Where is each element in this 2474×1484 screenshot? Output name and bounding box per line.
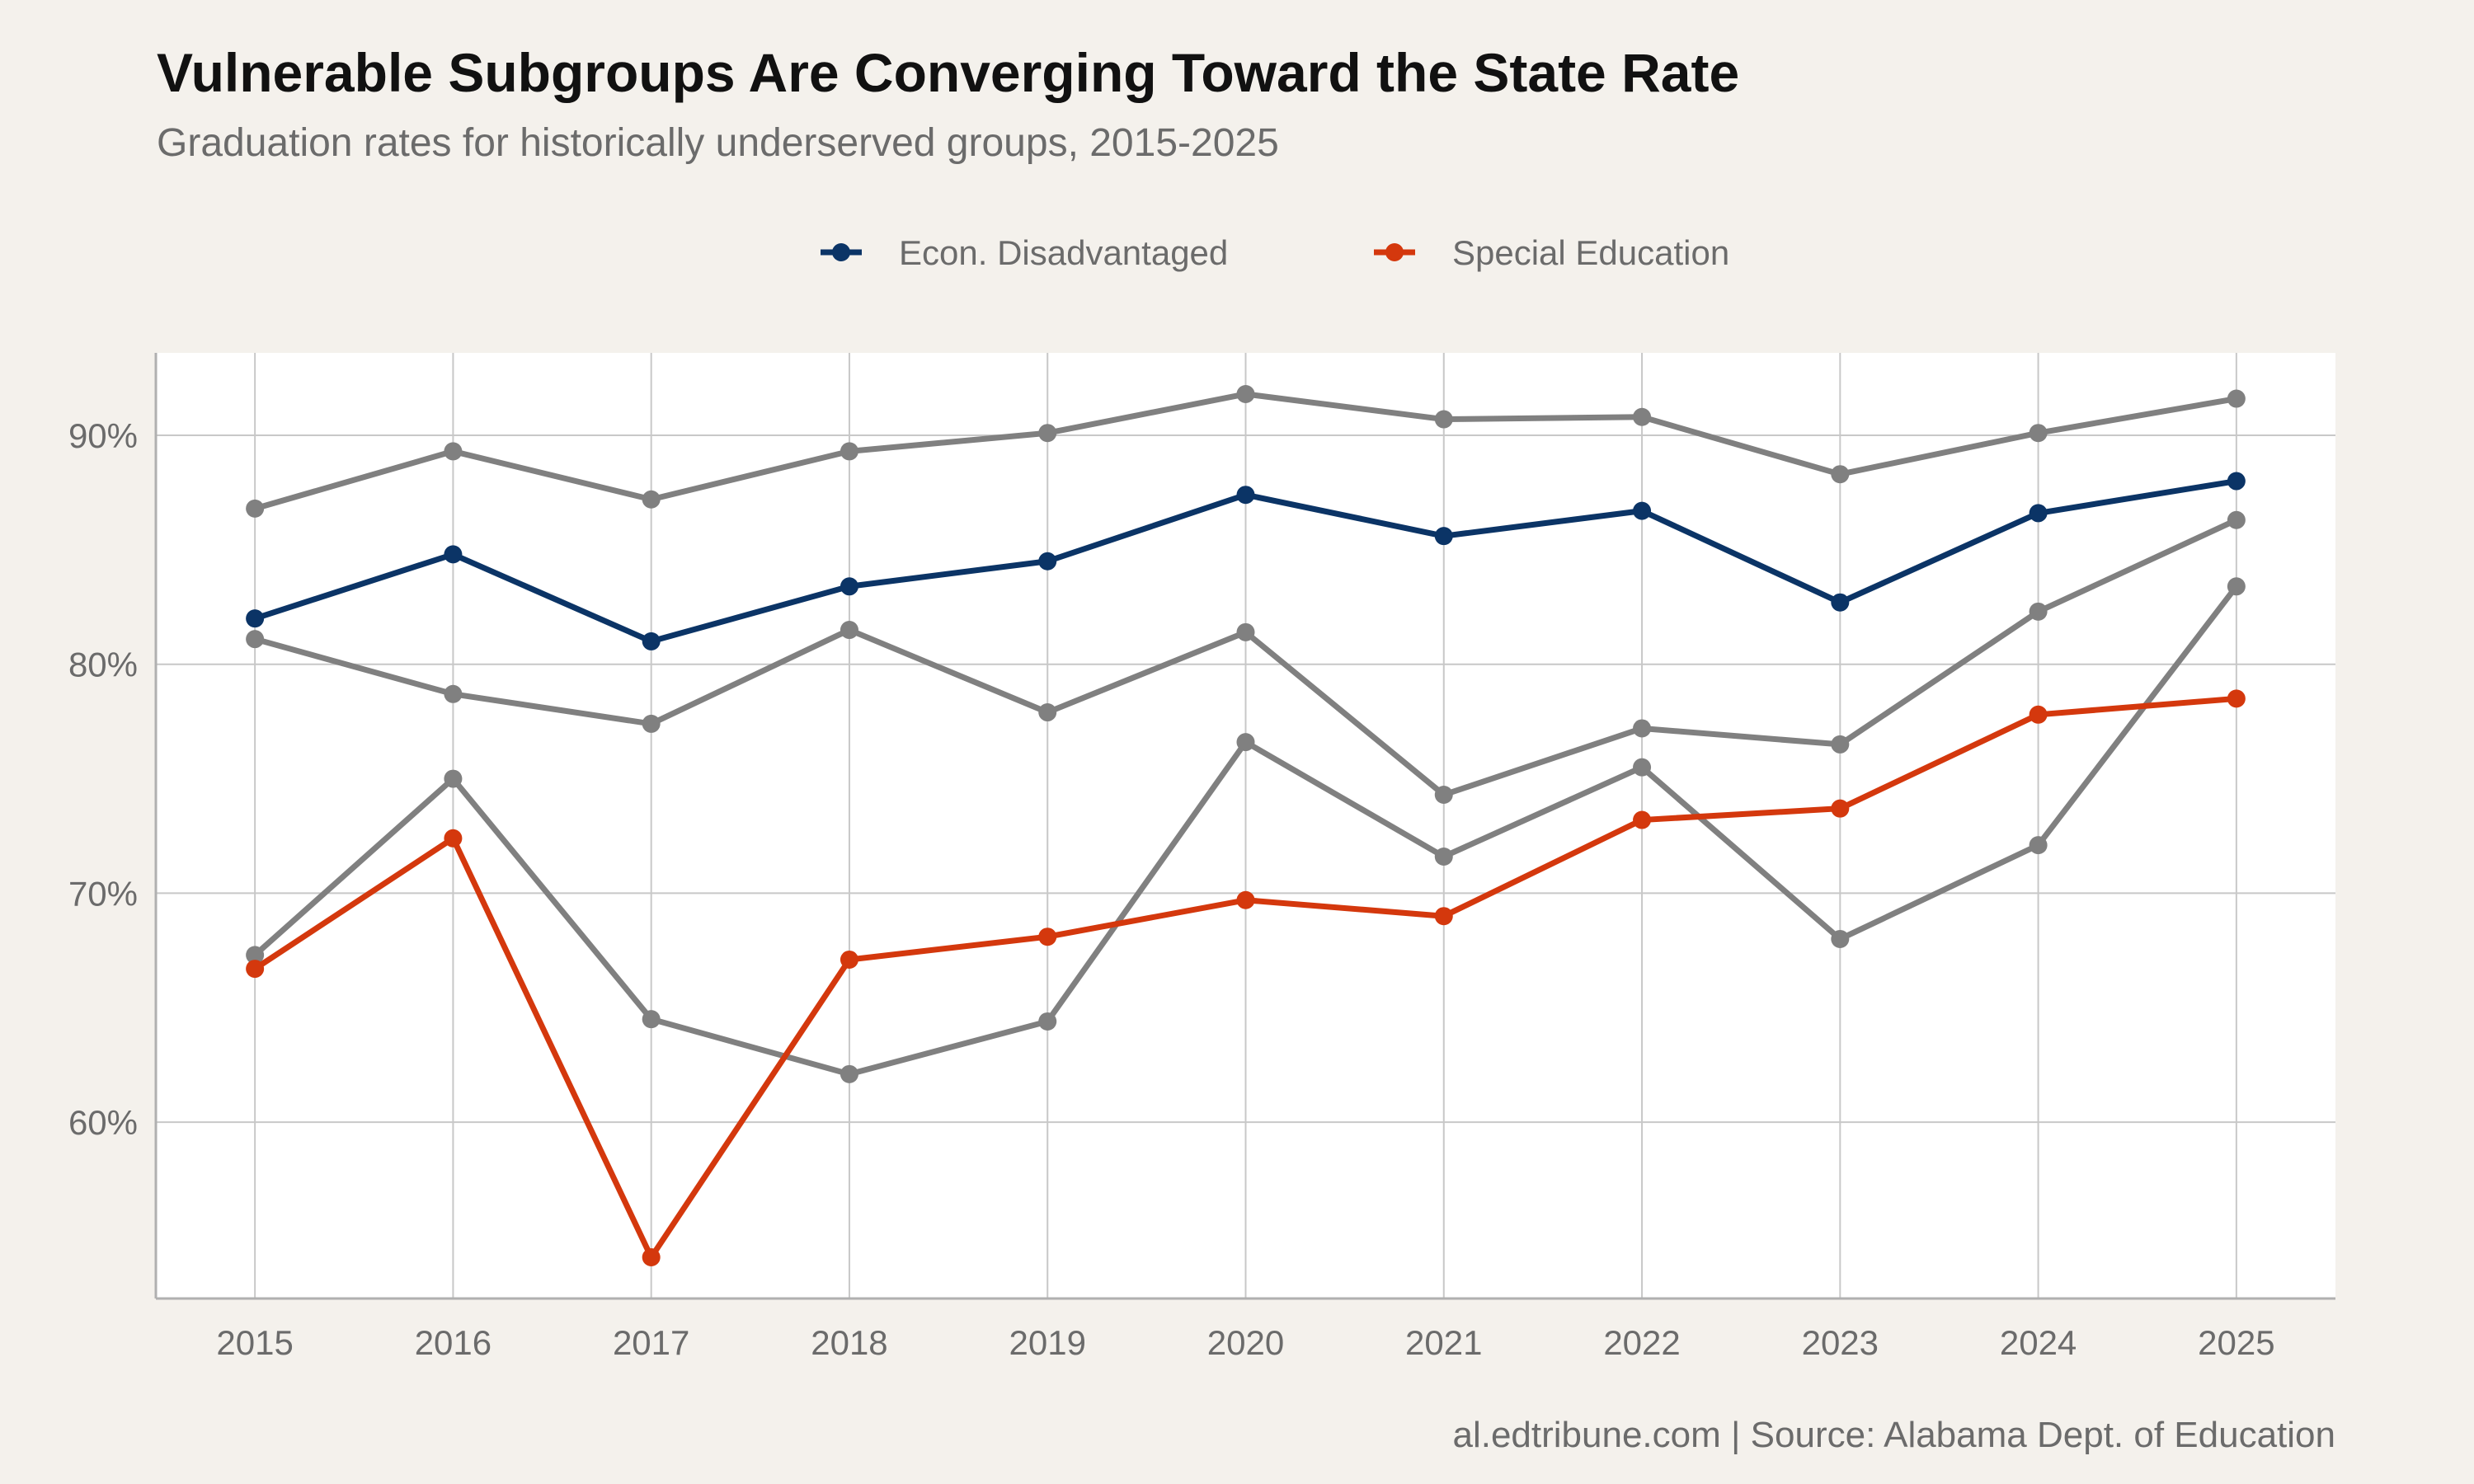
chart-subtitle: Graduation rates for historically unders… (157, 121, 1279, 165)
data-point (2029, 602, 2048, 621)
data-point (1236, 486, 1255, 505)
data-point (1831, 593, 1850, 612)
data-point (642, 1248, 661, 1267)
y-tick-label: 90% (68, 416, 138, 455)
data-point (1831, 465, 1850, 484)
x-tick-label: 2025 (2198, 1323, 2274, 1362)
legend-item: Econ. Disadvantaged (821, 233, 1228, 272)
y-tick-label: 60% (68, 1103, 138, 1142)
x-tick-label: 2021 (1405, 1323, 1482, 1362)
data-point (246, 630, 265, 649)
data-point (2029, 705, 2048, 724)
data-point (1633, 501, 1652, 520)
data-point (246, 946, 265, 965)
data-point (1831, 799, 1850, 818)
data-point (1236, 733, 1255, 752)
x-tick-label: 2017 (613, 1323, 689, 1362)
data-point (2227, 577, 2246, 596)
x-tick-label: 2024 (2000, 1323, 2077, 1362)
data-point (2227, 510, 2246, 529)
data-point (1434, 410, 1453, 429)
data-point (2029, 424, 2048, 443)
legend-label: Econ. Disadvantaged (899, 233, 1228, 272)
data-point (1236, 890, 1255, 909)
data-point (2029, 504, 2048, 523)
data-point (1038, 928, 1057, 946)
data-point (2227, 689, 2246, 708)
x-tick-label: 2019 (1009, 1323, 1086, 1362)
legend-marker (832, 243, 850, 261)
data-point (1434, 847, 1453, 866)
data-point (1831, 929, 1850, 948)
data-point (642, 632, 661, 650)
x-tick-label: 2016 (415, 1323, 492, 1362)
chart-caption: al.edtribune.com | Source: Alabama Dept.… (1452, 1415, 2335, 1455)
data-point (1434, 786, 1453, 805)
data-point (2227, 472, 2246, 491)
y-tick-label: 80% (68, 646, 138, 684)
data-point (1831, 735, 1850, 754)
data-point (444, 769, 463, 788)
data-point (1038, 424, 1057, 443)
x-tick-label: 2018 (811, 1323, 887, 1362)
data-point (444, 684, 463, 703)
y-tick-label: 70% (68, 874, 138, 913)
data-point (444, 442, 463, 461)
data-point (246, 609, 265, 628)
data-point (246, 499, 265, 518)
data-point (840, 442, 858, 461)
data-point (840, 621, 858, 640)
data-point (1633, 758, 1652, 777)
x-tick-label: 2015 (216, 1323, 293, 1362)
data-point (444, 829, 463, 848)
series-comparison-0 (246, 384, 2246, 518)
data-point (1434, 527, 1453, 546)
data-point (1038, 1012, 1057, 1031)
data-point (1434, 907, 1453, 926)
data-point (642, 490, 661, 509)
legend-marker (1385, 243, 1404, 261)
series-special-education (246, 689, 2246, 1267)
data-point (2227, 389, 2246, 408)
series-comparison-2 (246, 577, 2246, 1083)
data-point (1236, 384, 1255, 403)
data-point (246, 960, 265, 979)
x-tick-label: 2020 (1207, 1323, 1284, 1362)
data-point (1038, 552, 1057, 571)
chart-title: Vulnerable Subgroups Are Converging Towa… (157, 42, 1740, 103)
data-point (642, 714, 661, 733)
data-point (840, 950, 858, 969)
data-point (840, 1064, 858, 1083)
data-point (1038, 703, 1057, 722)
data-point (1633, 810, 1652, 829)
data-point (1633, 719, 1652, 738)
data-point (642, 1010, 661, 1029)
data-point (1633, 407, 1652, 426)
data-point (2029, 836, 2048, 855)
legend-label: Special Education (1452, 233, 1729, 272)
data-point (1236, 622, 1255, 641)
x-tick-label: 2023 (1802, 1323, 1879, 1362)
data-point (444, 545, 463, 564)
x-tick-label: 2022 (1603, 1323, 1680, 1362)
series-comparison-1 (246, 510, 2246, 805)
series-econ-disadvantaged (246, 472, 2246, 650)
data-point (840, 577, 858, 596)
legend-item: Special Education (1374, 233, 1729, 272)
